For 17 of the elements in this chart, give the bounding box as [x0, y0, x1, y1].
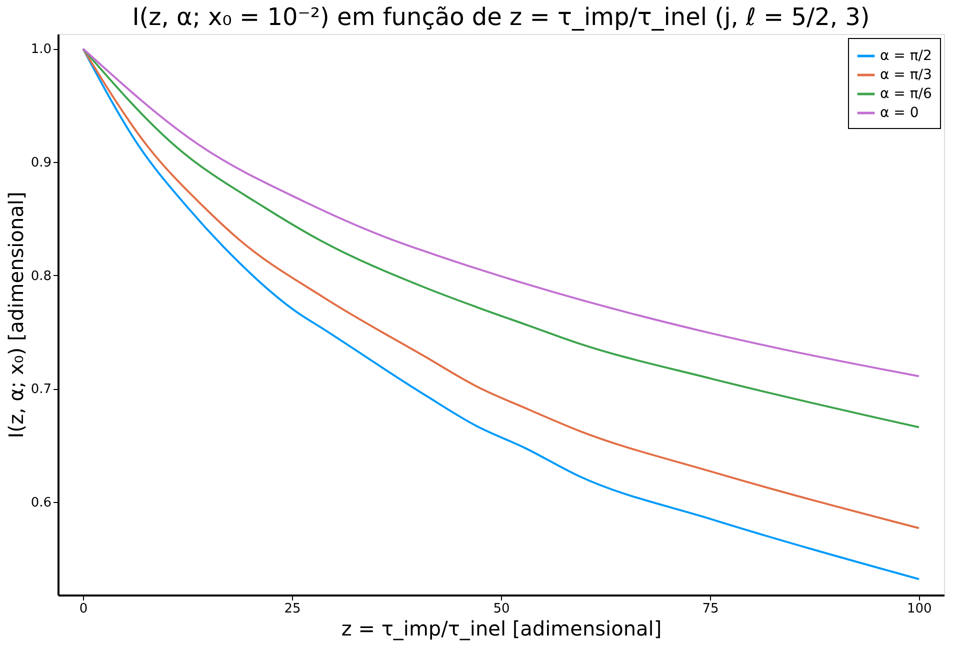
y-tick-label: 0.6 — [30, 496, 52, 511]
x-tick-label: 0 — [79, 602, 88, 616]
legend-label: α = π/2 — [880, 48, 932, 64]
x-tick-label: 100 — [907, 602, 932, 616]
y-axis-title: I(z, α; x₀) [adimensional] — [4, 192, 28, 438]
y-tick-label: 1.0 — [30, 42, 52, 58]
legend-label: α = 0 — [880, 105, 919, 121]
y-tick-label: 0.7 — [30, 382, 52, 398]
x-tick-label: 25 — [284, 602, 301, 616]
chart-title: I(z, α; x₀ = 10⁻²) em função de z = τ_imp/τ_inel (j, ℓ = 5/2, 3) — [132, 3, 870, 31]
x-axis-title: z = τ_imp/τ_inel [adimensional] — [341, 616, 662, 640]
x-tick-label: 50 — [493, 602, 510, 616]
legend-label: α = π/6 — [880, 86, 932, 102]
y-tick-label: 0.9 — [30, 156, 52, 171]
legend-label: α = π/3 — [880, 67, 932, 83]
x-tick-label: 75 — [702, 602, 719, 616]
y-tick-label: 0.8 — [30, 268, 52, 284]
